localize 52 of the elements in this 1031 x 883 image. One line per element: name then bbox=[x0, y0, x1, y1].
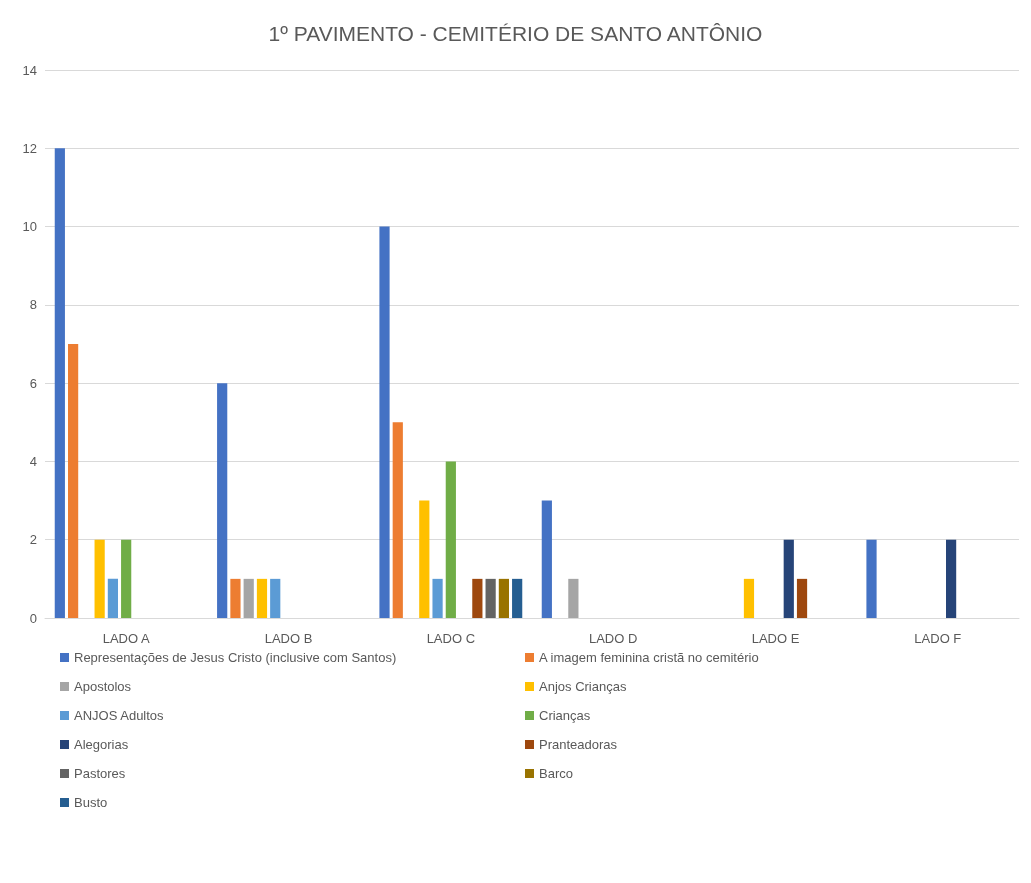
y-tick-label: 2 bbox=[29, 532, 37, 548]
bar bbox=[54, 148, 65, 618]
bar bbox=[107, 578, 118, 618]
bar bbox=[392, 422, 403, 618]
y-tick-label: 14 bbox=[22, 62, 37, 78]
legend-label: Pastores bbox=[74, 766, 126, 781]
bar bbox=[379, 226, 390, 618]
bar bbox=[946, 539, 957, 618]
bar bbox=[217, 383, 228, 618]
bar bbox=[121, 539, 132, 618]
legend-label: Crianças bbox=[539, 708, 591, 723]
bar bbox=[485, 578, 496, 618]
bar bbox=[743, 578, 755, 618]
x-tick-label: LADO D bbox=[588, 631, 638, 646]
bar bbox=[432, 578, 443, 618]
legend-label: Anjos Crianças bbox=[539, 679, 627, 694]
legend-label: ANJOS Adultos bbox=[74, 708, 165, 723]
legend-label: Busto bbox=[74, 795, 108, 810]
bar bbox=[243, 578, 254, 618]
chart-title: 1º PAVIMENTO - CEMITÉRIO DE SANTO ANTÔNIO bbox=[268, 22, 763, 45]
y-tick-label: 6 bbox=[29, 375, 37, 391]
bar bbox=[796, 578, 808, 618]
bar bbox=[445, 461, 456, 618]
legend-label: Apostolos bbox=[74, 679, 132, 694]
legend-label: Representações de Jesus Cristo (inclusive com Santos) bbox=[74, 650, 397, 665]
x-tick-label: LADO F bbox=[914, 631, 962, 646]
y-tick-label: 0 bbox=[29, 610, 37, 626]
bar bbox=[94, 539, 105, 618]
x-tick-label: LADO A bbox=[102, 631, 150, 646]
x-tick-label: LADO C bbox=[426, 631, 476, 646]
x-tick-label: LADO B bbox=[264, 631, 313, 646]
legend-label: Pranteadoras bbox=[539, 737, 618, 752]
legend-label: Barco bbox=[539, 766, 573, 781]
y-tick-label: 10 bbox=[22, 219, 37, 235]
y-tick-label: 12 bbox=[22, 140, 37, 156]
legend-label: A imagem feminina cristã no cemitério bbox=[539, 650, 759, 665]
y-tick-label: 4 bbox=[29, 453, 37, 469]
bar bbox=[472, 578, 483, 618]
bar bbox=[256, 578, 268, 618]
bar bbox=[270, 578, 281, 618]
bar bbox=[498, 578, 509, 618]
bar bbox=[541, 500, 552, 618]
y-tick-label: 8 bbox=[29, 297, 37, 313]
bar bbox=[419, 500, 430, 618]
bar bbox=[568, 578, 579, 618]
bar bbox=[512, 578, 523, 618]
x-tick-label: LADO E bbox=[751, 631, 800, 646]
bar bbox=[230, 578, 241, 618]
legend-label: Alegorias bbox=[74, 737, 129, 752]
bar bbox=[783, 539, 794, 618]
bar bbox=[68, 344, 79, 618]
bar bbox=[866, 539, 877, 618]
